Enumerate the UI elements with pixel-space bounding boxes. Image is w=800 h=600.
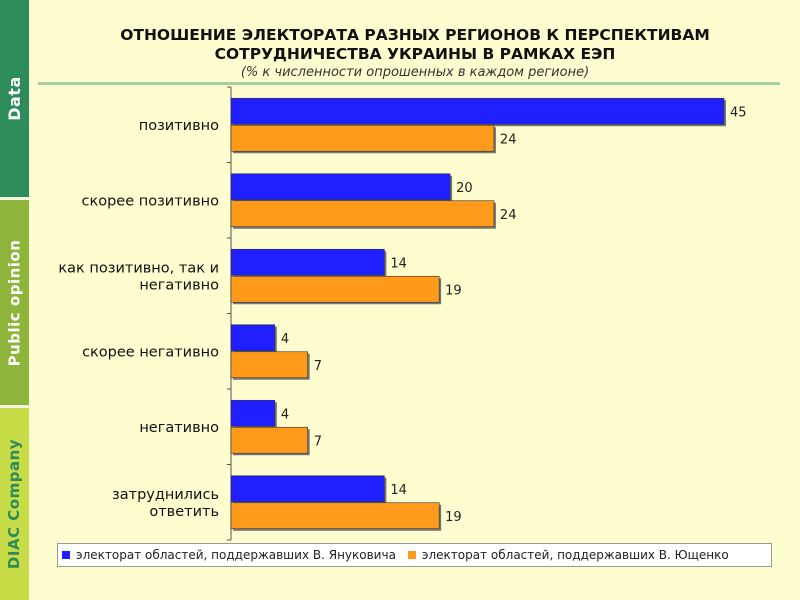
legend-swatch-series-2	[407, 551, 416, 559]
title-divider	[38, 82, 780, 85]
bar-series-2	[230, 351, 308, 379]
bar-series-1	[230, 97, 725, 125]
sidebar-section-diac-company: DIAC Company	[0, 408, 29, 600]
category-label: как позитивно, так и негативно	[58, 260, 219, 293]
data-label-series-2: 7	[314, 359, 322, 374]
sidebar: Data Public opinion DIAC Company	[0, 0, 29, 600]
bar-series-2	[230, 502, 440, 530]
chart-legend: электорат областей, поддержавших В. Янук…	[57, 543, 772, 567]
bar-series-1	[230, 399, 276, 427]
sidebar-section-public-opinion: Public opinion	[0, 200, 29, 408]
chart-title-line-1: ОТНОШЕНИЕ ЭЛЕКТОРАТА РАЗНЫХ РЕГИОНОВ К П…	[120, 26, 710, 44]
data-label-series-1: 4	[281, 407, 289, 422]
data-label-series-1: 14	[390, 483, 407, 498]
bar-series-1	[230, 475, 385, 503]
data-label-series-1: 20	[456, 181, 473, 196]
sidebar-section-data: Data	[0, 0, 29, 200]
chart-subtitle: (% к численности опрошенных в каждом рег…	[240, 65, 590, 80]
bar-series-2	[230, 124, 495, 152]
legend-label-series-1: электорат областей, поддержавших В. Янук…	[76, 548, 396, 562]
bar-series-2	[230, 275, 440, 303]
data-label-series-2: 19	[445, 283, 462, 298]
category-label: затруднились ответить	[112, 487, 219, 520]
data-label-series-2: 24	[500, 132, 517, 147]
legend-label-series-2: электорат областей, поддержавших В. Ющен…	[421, 548, 729, 562]
data-label-series-1: 45	[730, 105, 747, 120]
bar-series-1	[230, 324, 276, 352]
legend-swatch-series-1	[62, 551, 70, 559]
bar-series-1	[230, 248, 385, 276]
category-label: негативно	[139, 420, 219, 436]
legend-item-series-2: электорат областей, поддержавших В. Ющен…	[407, 548, 729, 562]
bar-series-2	[230, 200, 495, 228]
chart-title-line-2: СОТРУДНИЧЕСТВА УКРАИНЫ В РАМКАХ ЕЭП	[214, 45, 616, 63]
data-label-series-2: 7	[314, 434, 322, 449]
category-label: позитивно	[139, 118, 219, 134]
data-label-series-2: 24	[500, 208, 517, 223]
data-label-series-1: 4	[281, 332, 289, 347]
category-label: скорее негативно	[82, 344, 219, 360]
data-label-series-2: 19	[445, 510, 462, 525]
bar-series-2	[230, 426, 308, 454]
category-label: скорее позитивно	[81, 193, 219, 209]
data-label-series-1: 14	[390, 256, 407, 271]
bar-series-1	[230, 173, 451, 201]
chart-title: ОТНОШЕНИЕ ЭЛЕКТОРАТА РАЗНЫХ РЕГИОНОВ К П…	[40, 26, 790, 64]
legend-item-series-1: электорат областей, поддержавших В. Янук…	[62, 548, 396, 562]
